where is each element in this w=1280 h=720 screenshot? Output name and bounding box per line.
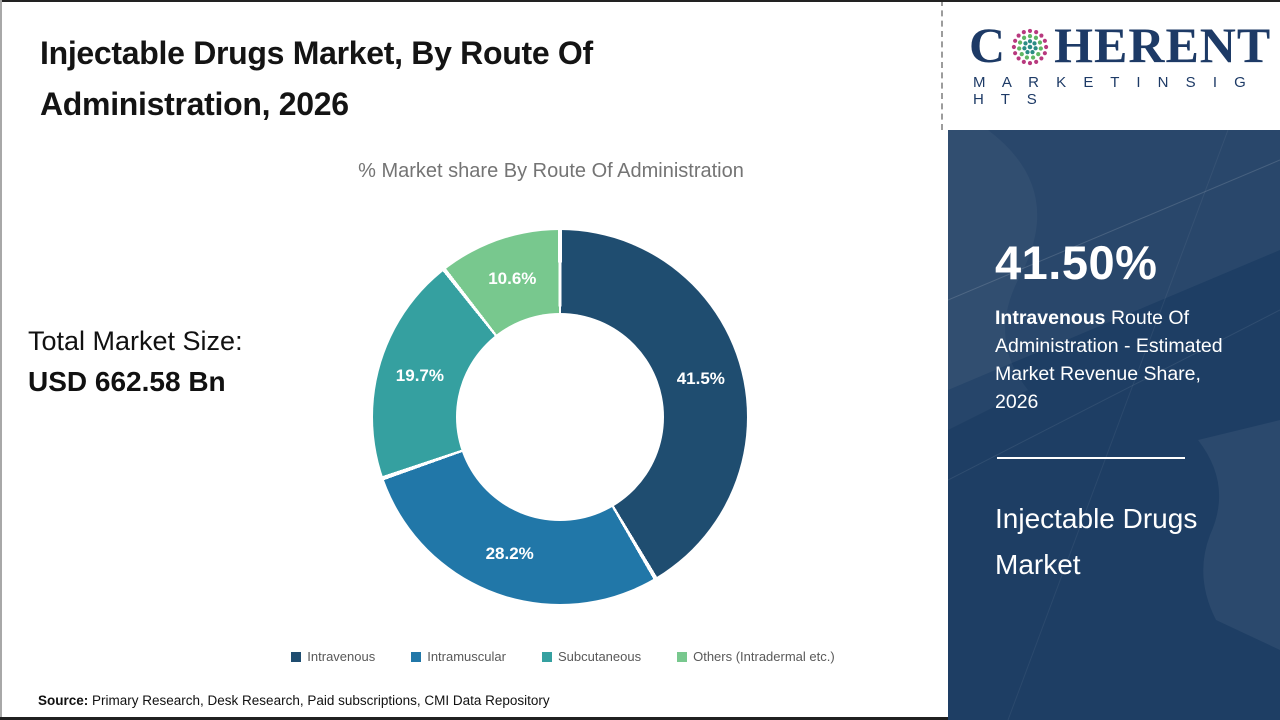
logo: C HERENT M A R K E T I N S I G H T S [943,0,1280,130]
total-market-size-label: Total Market Size: [28,326,243,356]
logo-letters-herent: HERENT [1054,17,1272,73]
page-title-line1: Injectable Drugs Market, By Route Of [40,35,593,71]
slice-label: 10.6% [488,269,537,288]
legend-marker-icon [411,651,422,662]
highlight-segment-name: Intravenous [995,307,1106,329]
chart-legend: Intravenous Intramuscular Subcutaneous O… [163,649,963,664]
world-map-texture [948,130,1280,720]
legend-item-intramuscular: Intramuscular [411,649,506,664]
top-border [0,0,1280,2]
logo-globe-icon [1011,28,1049,66]
highlight-percentage: 41.50% [995,236,1158,289]
legend-label: Subcutaneous [557,649,642,664]
legend-label: Intramuscular [427,649,506,664]
legend-marker-icon [291,651,302,662]
source-text: Primary Research, Desk Research, Paid su… [88,693,550,708]
total-market-size-value: USD 662.58 Bn [28,366,226,397]
legend-marker-icon [677,651,688,662]
legend-label: Others (Intradermal etc.) [693,649,835,664]
legend-item-intravenous: Intravenous [291,649,375,664]
left-border [0,0,2,720]
chart-subtitle: % Market share By Route Of Administratio… [358,160,744,182]
legend-label: Intravenous [307,649,376,664]
total-market-size: Total Market Size: USD 662.58 Bn [28,321,243,403]
dashed-separator [941,0,943,130]
logo-subtitle: M A R K E T I N S I G H T S [973,74,1253,108]
legend-marker-icon [541,651,552,662]
page-title-line2: Administration, 2026 [40,86,349,122]
bottom-border [0,717,948,720]
highlight-description: Intravenous Route Of Administration - Es… [995,304,1223,416]
report-title: Injectable Drugs Market [995,503,1198,580]
source-label: Source: [38,693,89,708]
legend-item-others: Others (Intradermal etc.) [677,649,835,664]
slice-label: 19.7% [395,365,444,385]
slice-label: 41.5% [676,368,725,388]
source-line: Source: Primary Research, Desk Research,… [38,693,550,708]
donut-hole [456,313,664,521]
donut-chart: 41.5% 28.2% 19.7% 10.6% [373,230,747,604]
slice-label: 28.2% [485,544,534,564]
sidebar: 41.50% Intravenous Route Of Administrati… [948,130,1280,720]
sidebar-divider [997,457,1185,459]
legend-item-subcutaneous: Subcutaneous [541,649,642,664]
logo-letter-c: C [969,17,1007,73]
highlight-description-rest: Route Of Administration - Estimated Mark… [995,307,1223,413]
logo-wordmark: C HERENT [969,16,1271,74]
page-title: Injectable Drugs Market, By Route Of Adm… [40,28,920,130]
